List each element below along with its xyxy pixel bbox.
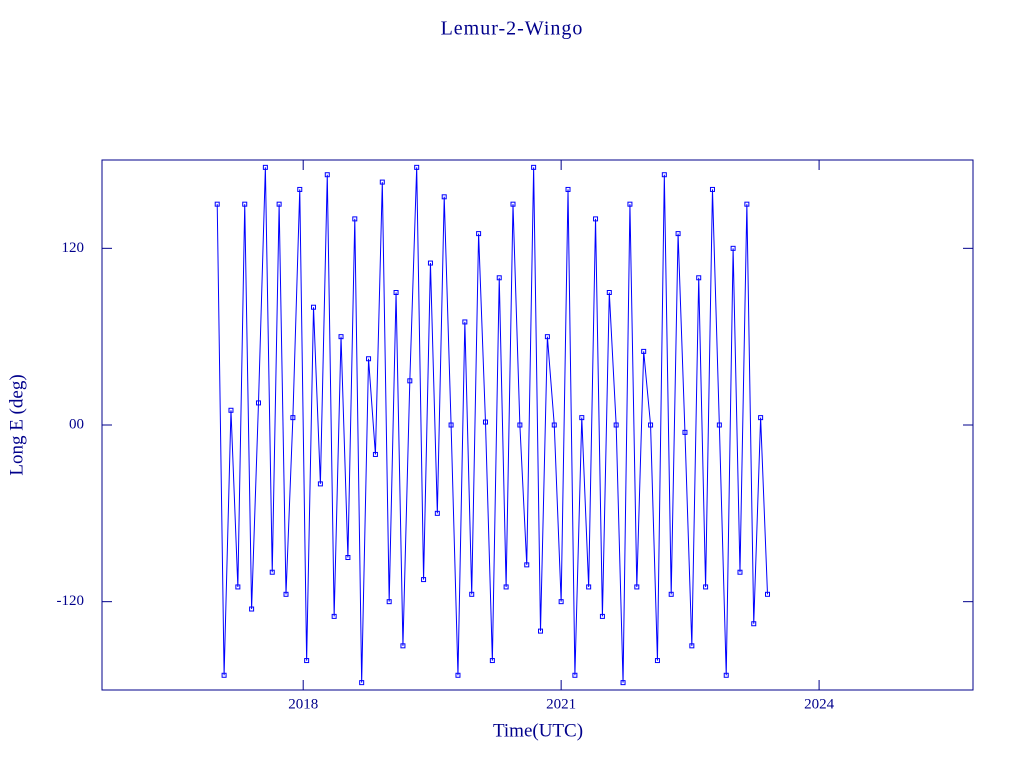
data-point xyxy=(627,201,633,207)
data-point xyxy=(379,179,385,185)
data-point xyxy=(366,356,372,362)
data-point xyxy=(517,422,523,428)
data-point xyxy=(565,186,571,192)
data-point xyxy=(620,680,626,686)
data-point xyxy=(228,407,234,413)
data-point xyxy=(579,415,585,421)
data-line xyxy=(216,167,769,683)
data-point xyxy=(538,628,544,634)
data-point xyxy=(703,584,709,590)
data-point xyxy=(352,216,358,222)
data-point xyxy=(235,584,241,590)
data-point xyxy=(255,400,261,406)
data-point xyxy=(510,201,516,207)
data-point xyxy=(613,422,619,428)
data-point xyxy=(489,658,495,664)
data-point xyxy=(421,577,427,583)
data-point xyxy=(689,643,695,649)
data-point xyxy=(414,164,420,170)
data-point xyxy=(661,172,667,178)
data-point xyxy=(311,304,317,310)
data-point xyxy=(572,672,578,678)
data-point xyxy=(716,422,722,428)
y-tick-label: -120 xyxy=(57,593,85,609)
data-point xyxy=(476,231,482,237)
data-point xyxy=(751,621,757,627)
data-point xyxy=(696,275,702,281)
data-point xyxy=(407,378,413,384)
data-point xyxy=(648,422,654,428)
data-point xyxy=(345,555,351,560)
data-point xyxy=(758,415,764,421)
data-point xyxy=(393,290,399,295)
x-tick-label: 2024 xyxy=(804,696,835,712)
chart-title: Lemur-2-Wingo xyxy=(441,18,584,40)
data-point xyxy=(338,334,344,340)
data-point xyxy=(765,591,771,597)
data-point xyxy=(448,422,454,428)
y-tick-label: 120 xyxy=(62,240,85,256)
data-point xyxy=(730,245,736,251)
data-point xyxy=(324,172,330,178)
data-point xyxy=(214,201,220,207)
data-point xyxy=(599,613,605,619)
data-point xyxy=(558,599,564,605)
y-axis-label: Long E (deg) xyxy=(6,374,27,475)
data-point xyxy=(551,422,557,428)
data-point xyxy=(586,584,592,590)
data-point xyxy=(682,429,688,435)
data-point xyxy=(462,319,468,325)
data-point xyxy=(737,569,743,575)
data-point xyxy=(606,290,612,295)
data-point xyxy=(441,194,447,200)
data-point xyxy=(434,510,440,516)
data-point xyxy=(709,186,715,192)
data-point xyxy=(544,334,550,340)
data-point xyxy=(675,231,681,237)
data-point xyxy=(744,201,750,207)
data-point xyxy=(386,599,392,605)
data-point xyxy=(641,348,647,354)
x-axis-label: Time(UTC) xyxy=(493,720,583,741)
data-point xyxy=(503,584,509,590)
x-tick-label: 2018 xyxy=(288,696,318,712)
data-point xyxy=(304,658,310,664)
data-point xyxy=(634,584,640,590)
data-point xyxy=(723,672,729,678)
y-tick-label: 00 xyxy=(69,416,84,432)
data-point xyxy=(297,186,303,192)
data-point xyxy=(242,201,248,207)
data-point xyxy=(221,672,227,678)
data-point xyxy=(469,591,475,597)
data-point xyxy=(359,680,365,686)
data-point xyxy=(482,419,488,425)
data-point xyxy=(317,481,323,487)
data-point xyxy=(372,451,378,457)
data-point xyxy=(283,591,289,597)
data-point xyxy=(269,569,275,575)
data-point xyxy=(427,260,433,266)
data-point xyxy=(524,562,530,568)
data-point xyxy=(276,201,282,207)
data-point xyxy=(249,606,255,612)
data-point xyxy=(654,658,660,664)
data-point xyxy=(455,672,461,678)
data-point xyxy=(531,164,537,170)
data-point xyxy=(400,643,406,649)
data-point xyxy=(668,591,674,597)
data-point xyxy=(496,275,502,281)
data-point xyxy=(262,164,268,170)
data-point xyxy=(593,216,599,222)
data-point xyxy=(331,613,337,619)
x-tick-label: 2021 xyxy=(546,696,576,712)
data-point xyxy=(290,415,296,421)
